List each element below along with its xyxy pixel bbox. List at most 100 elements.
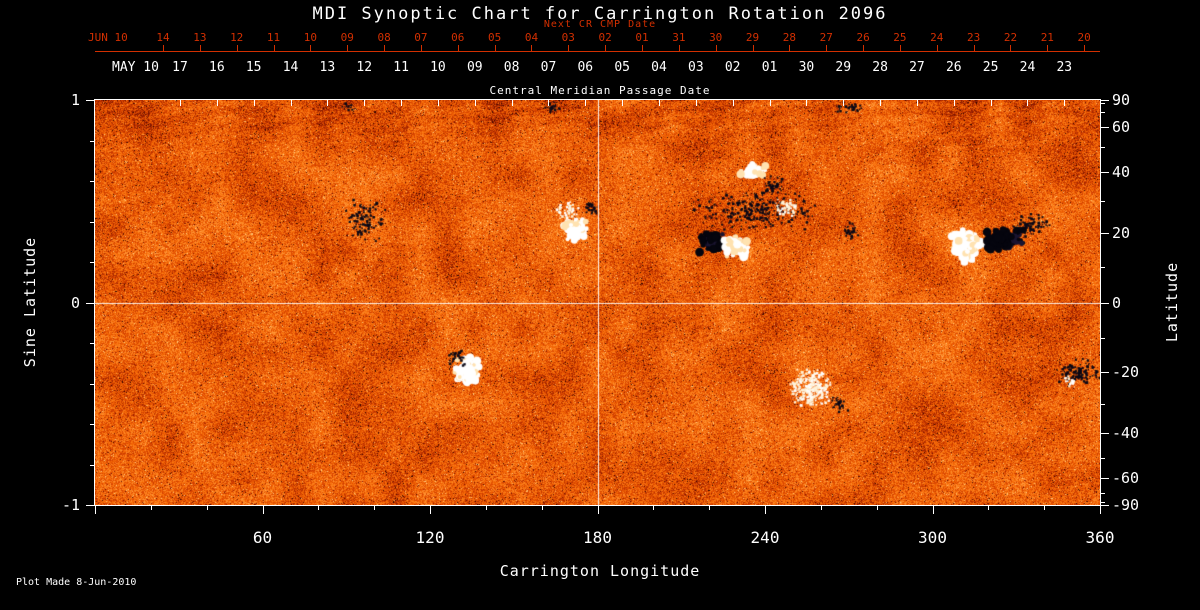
- white-date-label: 08: [494, 60, 530, 75]
- white-date-label: 27: [899, 60, 935, 75]
- white-date-tick: [475, 100, 476, 106]
- red-axis-tick: [937, 45, 938, 51]
- white-date-tick: [548, 100, 549, 106]
- red-date-label: 25: [882, 31, 918, 44]
- white-date-label: 30: [788, 60, 824, 75]
- white-date-label: 26: [936, 60, 972, 75]
- left-tick: [86, 505, 94, 506]
- left-minor-tick: [90, 465, 94, 466]
- white-date-tick: [291, 100, 292, 106]
- right-tick: [1101, 478, 1109, 479]
- red-axis-tick: [163, 45, 164, 51]
- right-minor-tick: [1101, 404, 1105, 405]
- right-minor-tick: [1101, 103, 1105, 104]
- next-cr-cmp-date-label: Next CR CMP Date: [0, 19, 1200, 30]
- red-date-label: 26: [845, 31, 881, 44]
- white-date-tick: [770, 100, 771, 106]
- white-date-tick: [659, 100, 660, 106]
- red-date-label: 14: [145, 31, 181, 44]
- cmp-date-label: Central Meridian Passage Date: [0, 84, 1200, 97]
- left-tick-label: 1: [44, 91, 80, 109]
- x-tick: [1100, 506, 1101, 514]
- red-axis-tick: [458, 45, 459, 51]
- white-date-tick: [401, 100, 402, 106]
- red-axis-tick: [974, 45, 975, 51]
- white-date-label: 09: [457, 60, 493, 75]
- red-axis-tick: [421, 45, 422, 51]
- red-date-label: 20: [1066, 31, 1102, 44]
- white-date-label: 16: [199, 60, 235, 75]
- right-minor-tick: [1101, 201, 1105, 202]
- red-date-label: 08: [366, 31, 402, 44]
- red-date-label: 21: [1029, 31, 1065, 44]
- x-tick: [988, 506, 989, 510]
- x-tick: [207, 506, 208, 510]
- x-tick: [598, 506, 599, 514]
- white-date-label: 13: [309, 60, 345, 75]
- red-axis-tick: [384, 45, 385, 51]
- x-tick: [542, 506, 543, 510]
- red-date-label: 31: [661, 31, 697, 44]
- x-tick: [765, 506, 766, 514]
- red-date-label: 28: [771, 31, 807, 44]
- white-date-tick: [180, 100, 181, 106]
- left-minor-tick: [90, 262, 94, 263]
- white-date-tick: [991, 100, 992, 106]
- white-date-label: 12: [346, 60, 382, 75]
- right-tick-label: -20: [1112, 363, 1160, 381]
- red-date-label: 06: [440, 31, 476, 44]
- white-date-label: 04: [641, 60, 677, 75]
- right-tick-label: 20: [1112, 224, 1160, 242]
- left-minor-tick: [90, 222, 94, 223]
- red-date-label: 03: [550, 31, 586, 44]
- red-date-label: 02: [587, 31, 623, 44]
- red-axis-tick: [274, 45, 275, 51]
- red-axis-line: [95, 51, 1100, 52]
- x-tick: [486, 506, 487, 510]
- white-date-prefix: MAY 10: [112, 60, 159, 75]
- left-minor-tick: [90, 181, 94, 182]
- left-tick-label: -1: [44, 496, 80, 514]
- white-date-tick: [1027, 100, 1028, 106]
- white-date-label: 05: [604, 60, 640, 75]
- right-minor-tick: [1101, 458, 1105, 459]
- white-date-label: 06: [567, 60, 603, 75]
- white-date-label: 03: [678, 60, 714, 75]
- left-minor-tick: [90, 424, 94, 425]
- red-date-label: 12: [219, 31, 255, 44]
- red-axis-tick: [310, 45, 311, 51]
- white-date-tick: [843, 100, 844, 106]
- left-tick: [86, 303, 94, 304]
- magnetogram-canvas: [95, 100, 1100, 505]
- white-date-tick: [622, 100, 623, 106]
- white-date-label: 14: [273, 60, 309, 75]
- red-axis-tick: [1010, 45, 1011, 51]
- red-date-label: 07: [403, 31, 439, 44]
- left-minor-tick: [90, 141, 94, 142]
- red-axis-tick: [200, 45, 201, 51]
- white-date-label: 02: [715, 60, 751, 75]
- white-date-label: 25: [973, 60, 1009, 75]
- right-minor-tick: [1101, 267, 1105, 268]
- right-tick: [1101, 233, 1109, 234]
- right-tick-label: 40: [1112, 163, 1160, 181]
- red-axis-tick: [347, 45, 348, 51]
- right-axis-title: Latitude: [1163, 262, 1181, 342]
- white-date-label: 28: [862, 60, 898, 75]
- white-date-tick: [733, 100, 734, 106]
- red-axis-tick: [716, 45, 717, 51]
- white-date-tick: [585, 100, 586, 106]
- red-axis-tick: [863, 45, 864, 51]
- white-date-label: 07: [530, 60, 566, 75]
- red-axis-tick: [642, 45, 643, 51]
- white-date-label: 24: [1009, 60, 1045, 75]
- red-date-label: 11: [256, 31, 292, 44]
- right-tick-label: -40: [1112, 424, 1160, 442]
- synoptic-chart: MDI Synoptic Chart for Carrington Rotati…: [0, 0, 1200, 610]
- white-date-label: 17: [162, 60, 198, 75]
- right-minor-tick: [1101, 502, 1105, 503]
- red-date-label: 05: [477, 31, 513, 44]
- white-date-label: 23: [1046, 60, 1082, 75]
- red-axis-tick: [605, 45, 606, 51]
- x-tick-label: 360: [1070, 528, 1130, 547]
